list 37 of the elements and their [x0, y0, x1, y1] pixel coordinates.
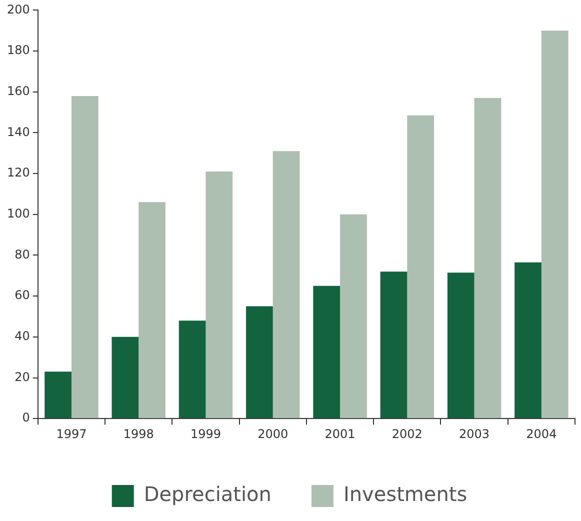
y-tick-label: 60 [14, 288, 30, 302]
y-tick-label: 100 [7, 206, 30, 221]
bar [313, 286, 340, 418]
x-tick-label: 2000 [258, 426, 288, 441]
x-tick-label: 1997 [56, 426, 87, 441]
y-tick-label: 180 [7, 43, 30, 58]
y-tick-label: 40 [14, 329, 30, 344]
bar [246, 306, 273, 418]
bar [112, 336, 139, 418]
y-tick-label: 160 [7, 84, 30, 98]
bar [380, 272, 408, 418]
bar [206, 172, 233, 418]
bar [474, 98, 502, 418]
y-tick-label: 0 [22, 410, 30, 425]
x-tick-label: 1998 [123, 426, 154, 441]
bar [340, 214, 367, 418]
x-tick-label: 2002 [392, 426, 422, 441]
y-tick-label: 120 [7, 166, 30, 180]
bar [71, 96, 98, 418]
legend-label: Depreciation [144, 482, 272, 506]
bar [272, 151, 300, 418]
bar [407, 115, 434, 418]
y-tick-label: 20 [14, 370, 30, 384]
x-tick-label: 2004 [526, 426, 557, 441]
x-tick-label: 2001 [324, 426, 356, 441]
y-tick-label: 140 [7, 124, 30, 139]
x-tick-label: 1999 [190, 426, 222, 441]
bar [138, 202, 166, 418]
bar [44, 372, 72, 418]
x-tick-label: 2003 [459, 426, 490, 441]
bar [447, 272, 474, 418]
bar [541, 30, 568, 418]
bar [178, 320, 206, 418]
bar [514, 262, 542, 418]
y-tick-label: 80 [14, 247, 30, 262]
y-tick-label: 200 [7, 2, 30, 16]
legend-label: Investments [343, 482, 468, 506]
